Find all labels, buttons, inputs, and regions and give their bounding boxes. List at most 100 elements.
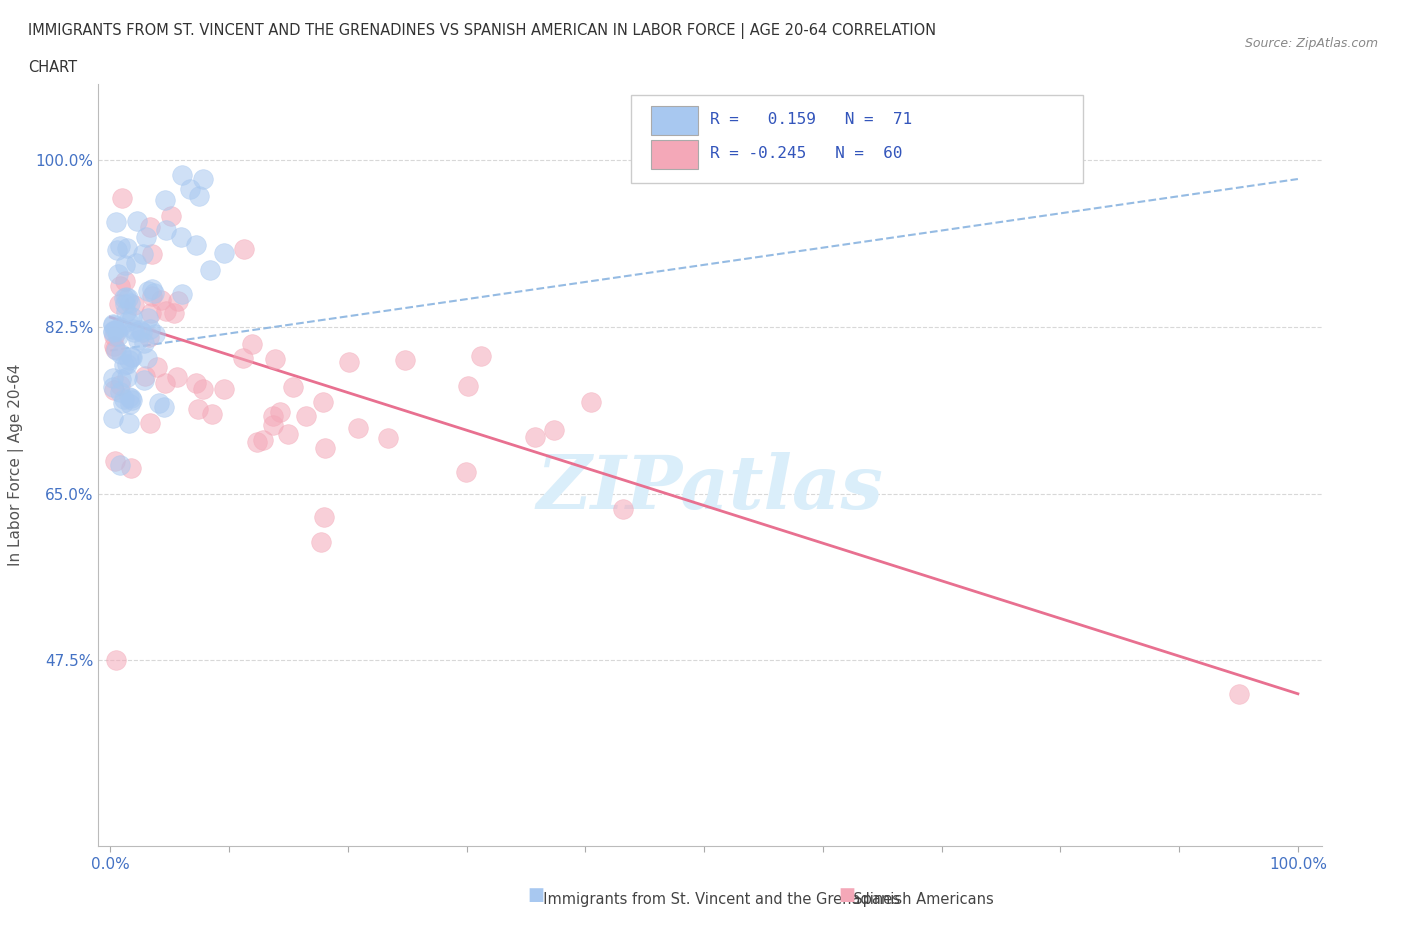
Point [108, 238, 131, 253]
Point [139, 305, 162, 320]
Point [120, 396, 142, 411]
Point [149, 292, 172, 307]
Point [104, 454, 127, 469]
Point [187, 402, 209, 417]
Point [120, 460, 142, 475]
Point [132, 246, 155, 261]
Point [160, 208, 183, 223]
Point [110, 372, 132, 387]
Point [139, 321, 162, 336]
Point [314, 441, 336, 456]
Point [103, 323, 125, 338]
Point [105, 215, 128, 230]
Text: ZIPatlas: ZIPatlas [537, 452, 883, 525]
Point [169, 230, 191, 245]
Point [139, 219, 162, 234]
Text: R =   0.159   N =  71: R = 0.159 N = 71 [710, 112, 912, 127]
Point [347, 421, 370, 436]
Point [193, 381, 215, 396]
Point [312, 510, 335, 525]
Point [142, 286, 165, 300]
Point [231, 351, 253, 365]
Point [115, 290, 138, 305]
Point [233, 242, 256, 257]
Point [264, 352, 287, 366]
Point [141, 288, 163, 303]
Point [269, 405, 291, 419]
Point [212, 381, 235, 396]
Point [122, 322, 145, 337]
Bar [651, 140, 697, 169]
Point [277, 426, 299, 441]
Text: ■: ■ [527, 886, 544, 904]
Point [134, 335, 156, 350]
Point [136, 283, 159, 298]
Point [191, 172, 214, 187]
Text: CHART: CHART [28, 60, 77, 75]
Point [112, 357, 135, 372]
Point [155, 222, 177, 237]
Point [108, 297, 131, 312]
Point [122, 325, 145, 339]
Point [337, 354, 360, 369]
Point [132, 373, 155, 388]
Point [129, 323, 152, 338]
Point [138, 311, 160, 325]
Point [125, 214, 148, 229]
Point [470, 349, 492, 364]
Point [103, 329, 125, 344]
Point [118, 295, 141, 310]
Text: ■: ■ [838, 886, 855, 904]
Point [107, 329, 129, 344]
Point [117, 240, 139, 255]
Point [110, 346, 132, 361]
Point [145, 359, 167, 374]
Point [543, 423, 565, 438]
Point [108, 384, 131, 399]
Point [105, 243, 128, 258]
Point [101, 379, 124, 394]
Point [101, 324, 124, 339]
Point [138, 329, 160, 344]
Point [115, 356, 138, 371]
Point [1227, 686, 1250, 701]
Point [114, 273, 136, 288]
Point [141, 246, 163, 261]
Point [167, 294, 190, 309]
Point [110, 279, 132, 294]
Point [134, 369, 156, 384]
Point [108, 319, 131, 334]
Point [131, 325, 153, 339]
Text: R = -0.245   N =  60: R = -0.245 N = 60 [710, 146, 903, 162]
Point [281, 380, 304, 395]
Point [121, 392, 143, 407]
Point [295, 409, 318, 424]
Point [186, 237, 208, 252]
Point [103, 382, 125, 397]
Point [118, 352, 141, 367]
Point [121, 309, 143, 324]
Point [579, 395, 602, 410]
Text: Spanish Americans: Spanish Americans [844, 892, 994, 907]
Point [105, 653, 128, 668]
Point [312, 394, 335, 409]
Point [153, 193, 176, 207]
Point [101, 370, 124, 385]
Point [166, 370, 188, 385]
Point [135, 230, 157, 245]
Point [153, 376, 176, 391]
Point [101, 410, 124, 425]
Point [179, 181, 201, 196]
Point [186, 375, 208, 390]
Point [309, 535, 332, 550]
Point [120, 391, 142, 405]
Point [110, 458, 132, 472]
Point [252, 432, 274, 447]
Point [523, 430, 546, 445]
Point [141, 282, 163, 297]
Point [262, 409, 284, 424]
Point [240, 337, 263, 352]
Point [127, 333, 149, 348]
Point [110, 191, 132, 206]
Point [117, 290, 139, 305]
